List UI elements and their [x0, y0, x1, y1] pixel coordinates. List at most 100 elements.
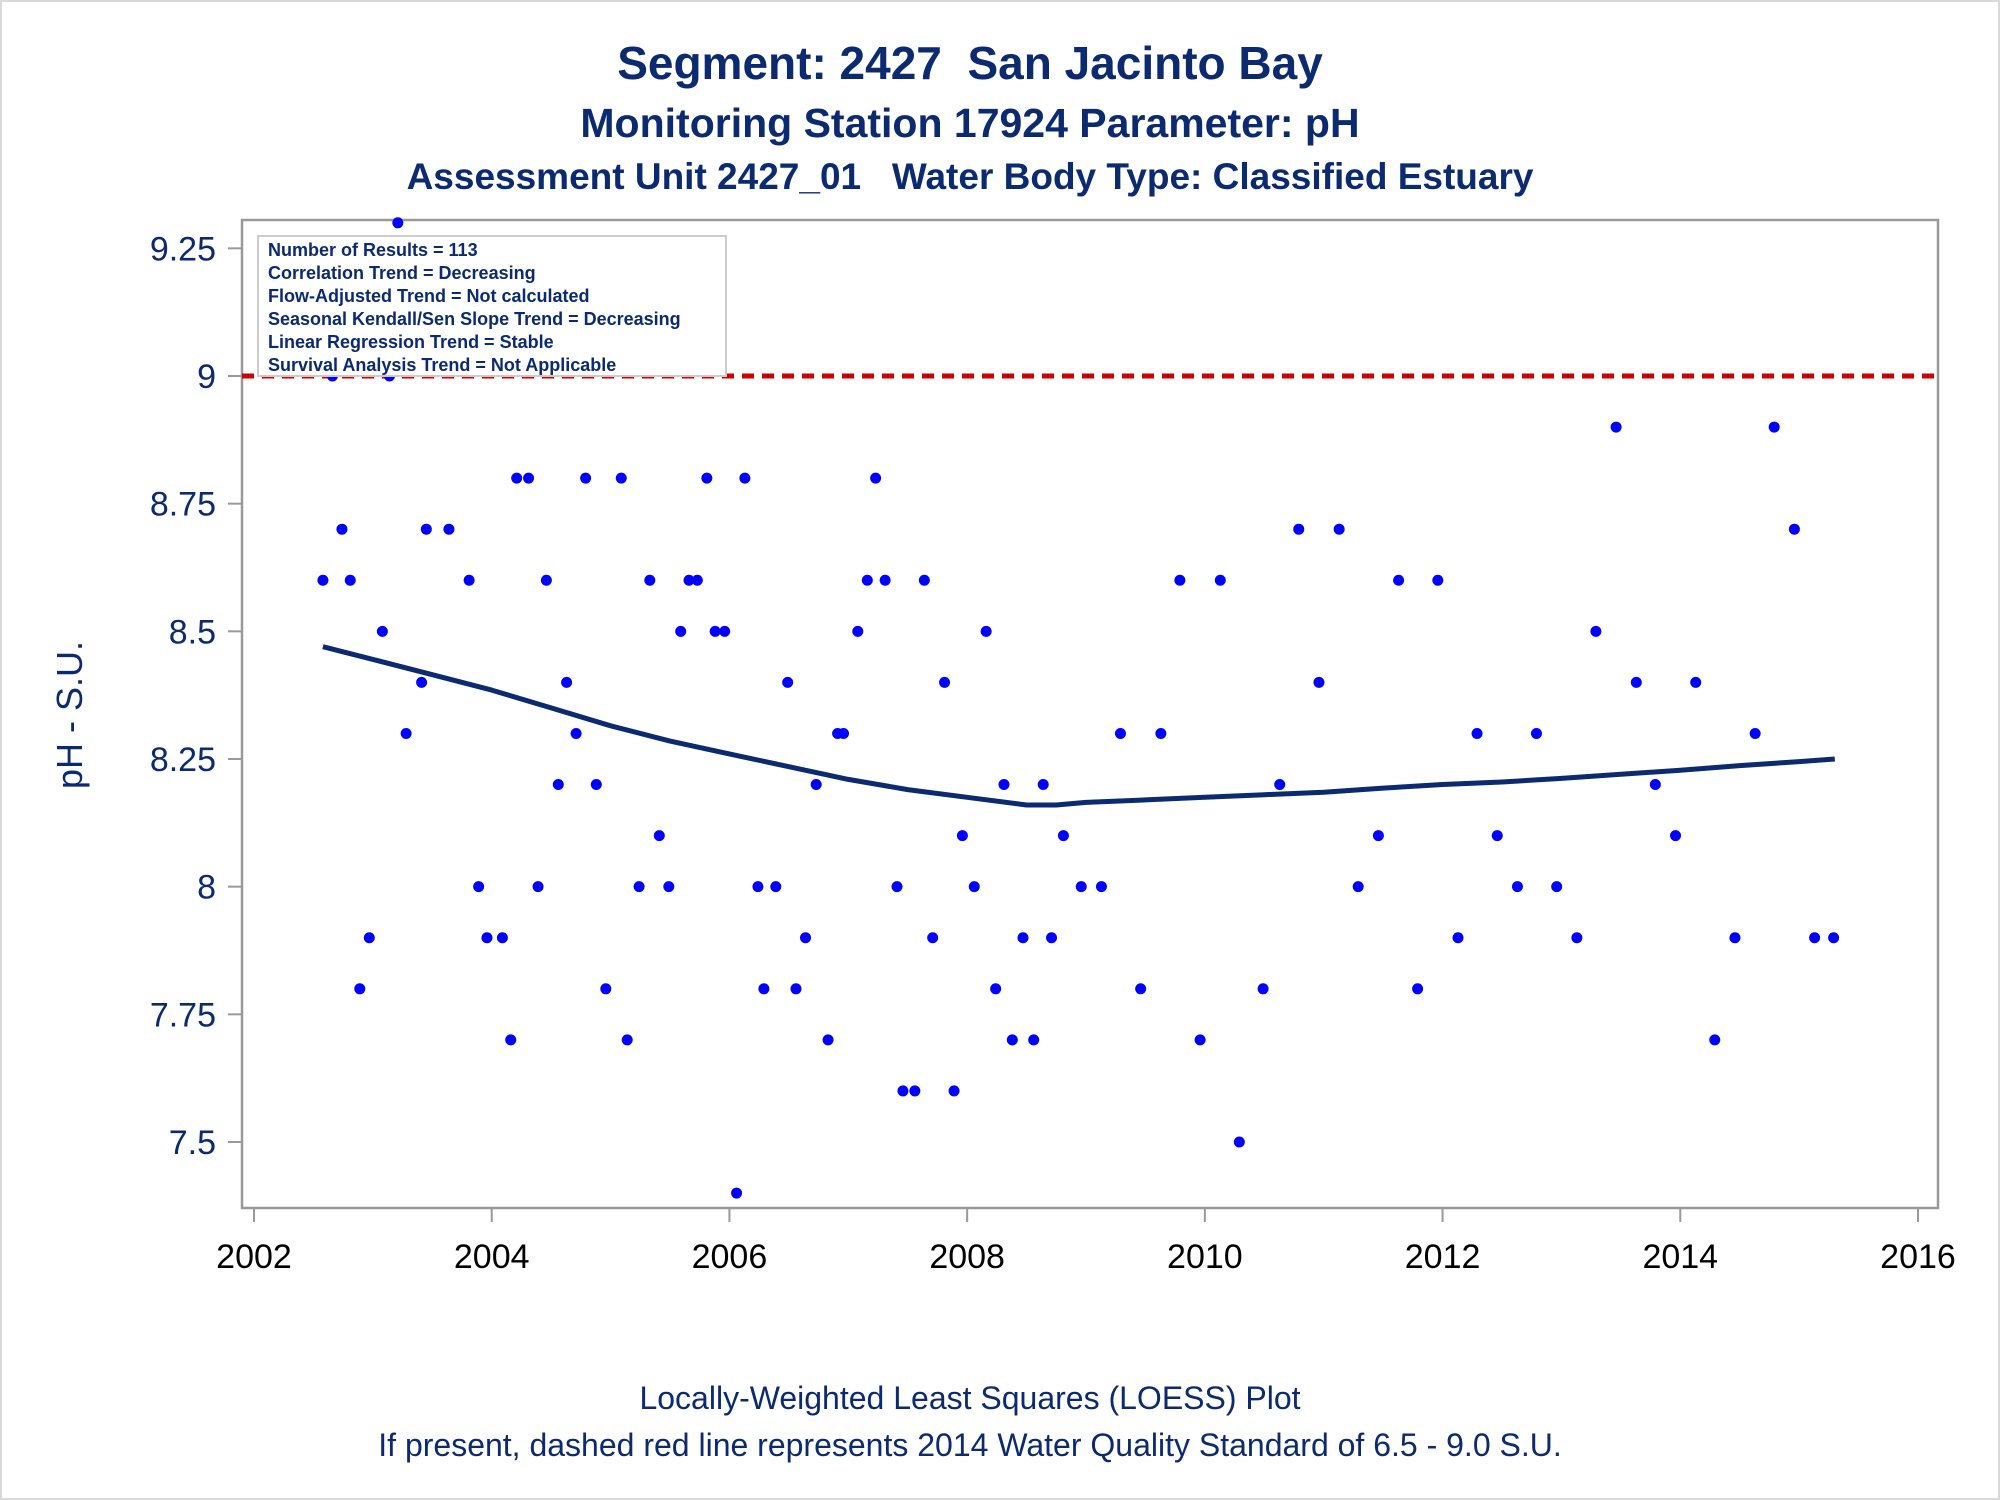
x-tick-label: 2002	[216, 1238, 292, 1276]
y-tick-label: 8.75	[150, 486, 216, 524]
y-tick-label: 8	[197, 869, 216, 907]
data-point	[1313, 676, 1325, 688]
data-point	[376, 625, 388, 637]
data-point	[1174, 574, 1186, 586]
data-point	[1095, 881, 1107, 893]
data-point	[1590, 625, 1602, 637]
y-tick-label: 9.25	[150, 230, 216, 268]
data-point	[1788, 523, 1800, 535]
data-point	[897, 1085, 909, 1097]
data-point	[1452, 932, 1464, 944]
stats-line: Number of Results = 113	[268, 240, 478, 260]
x-tick-label: 2016	[1880, 1238, 1956, 1276]
data-point	[1768, 421, 1780, 433]
x-tick-label: 2006	[692, 1238, 768, 1276]
data-point	[1471, 727, 1483, 739]
data-point	[968, 881, 980, 893]
x-axis: 2002 2004 2006 2008 2010 2012 2014 2016	[216, 1208, 1956, 1276]
stats-box: Number of Results = 113 Correlation Trend…	[257, 235, 727, 377]
chart-title: Segment: 2427 San Jacinto Bay	[617, 37, 1323, 89]
data-point	[838, 727, 850, 739]
data-point	[980, 625, 992, 637]
stats-line: Survival Analysis Trend = Not Applicable	[268, 355, 616, 375]
data-point	[1017, 932, 1029, 944]
chart-subtitle-station: Monitoring Station 17924 Parameter: pH	[580, 100, 1360, 146]
data-point	[752, 881, 764, 893]
data-point	[683, 574, 695, 586]
data-point	[1233, 1136, 1245, 1148]
data-point	[758, 983, 770, 995]
data-point	[870, 472, 882, 484]
data-point	[1571, 932, 1583, 944]
data-point	[523, 472, 535, 484]
data-point	[354, 983, 366, 995]
data-point	[1670, 830, 1682, 842]
x-tick-label: 2010	[1167, 1238, 1243, 1276]
stats-line: Linear Regression Trend = Stable	[268, 332, 554, 352]
loess-curve	[322, 644, 1835, 808]
data-point	[1214, 574, 1226, 586]
data-point	[1491, 830, 1503, 842]
data-point	[909, 1085, 921, 1097]
data-point	[561, 676, 573, 688]
y-tick-label: 7.75	[150, 996, 216, 1034]
data-point	[532, 881, 544, 893]
y-axis: 7.5 7.75 8 8.25 8.5 8.75 9 9.25	[150, 230, 242, 1162]
plot-border	[240, 218, 1940, 1210]
data-point	[1709, 1034, 1721, 1046]
x-tick-label: 2012	[1405, 1238, 1481, 1276]
data-point	[701, 472, 713, 484]
data-point	[790, 983, 802, 995]
data-point	[1551, 881, 1563, 893]
y-tick-label: 8.5	[169, 613, 216, 651]
data-point	[420, 523, 432, 535]
data-point	[570, 727, 582, 739]
loess-line	[322, 644, 1835, 808]
stats-line: Seasonal Kendall/Sen Slope Trend = Decre…	[268, 309, 681, 329]
data-point	[1809, 932, 1821, 944]
data-point	[810, 779, 822, 791]
data-point	[473, 881, 485, 893]
data-point	[416, 676, 428, 688]
data-point	[1610, 421, 1622, 433]
data-point	[956, 830, 968, 842]
data-point	[822, 1034, 834, 1046]
data-points	[317, 217, 1840, 1199]
data-point	[600, 983, 612, 995]
y-tick-label: 9	[197, 358, 216, 396]
data-point	[1372, 830, 1384, 842]
data-point	[1530, 727, 1542, 739]
data-point	[615, 472, 627, 484]
data-point	[1006, 1034, 1018, 1046]
data-point	[653, 830, 665, 842]
data-point	[891, 881, 903, 893]
data-point	[552, 779, 564, 791]
data-point	[948, 1085, 960, 1097]
data-point	[580, 472, 592, 484]
data-point	[463, 574, 475, 586]
data-point	[852, 625, 864, 637]
data-point	[336, 523, 348, 535]
data-point	[540, 574, 552, 586]
data-point	[1135, 983, 1147, 995]
data-point	[1075, 881, 1087, 893]
data-point	[344, 574, 356, 586]
data-point	[1649, 779, 1661, 791]
data-point	[1333, 523, 1345, 535]
data-point	[675, 625, 687, 637]
y-tick-label: 8.25	[150, 741, 216, 779]
data-point	[1432, 574, 1444, 586]
footnote-loess: Locally-Weighted Least Squares (LOESS) P…	[639, 1380, 1301, 1416]
data-point	[1046, 932, 1058, 944]
data-point	[709, 625, 721, 637]
data-point	[481, 932, 493, 944]
data-point	[1729, 932, 1741, 944]
data-point	[511, 472, 523, 484]
x-tick-label: 2004	[454, 1238, 530, 1276]
data-point	[739, 472, 751, 484]
data-point	[317, 574, 329, 586]
data-point	[400, 727, 412, 739]
data-point	[1293, 523, 1305, 535]
data-point	[1828, 932, 1840, 944]
data-point	[918, 574, 930, 586]
